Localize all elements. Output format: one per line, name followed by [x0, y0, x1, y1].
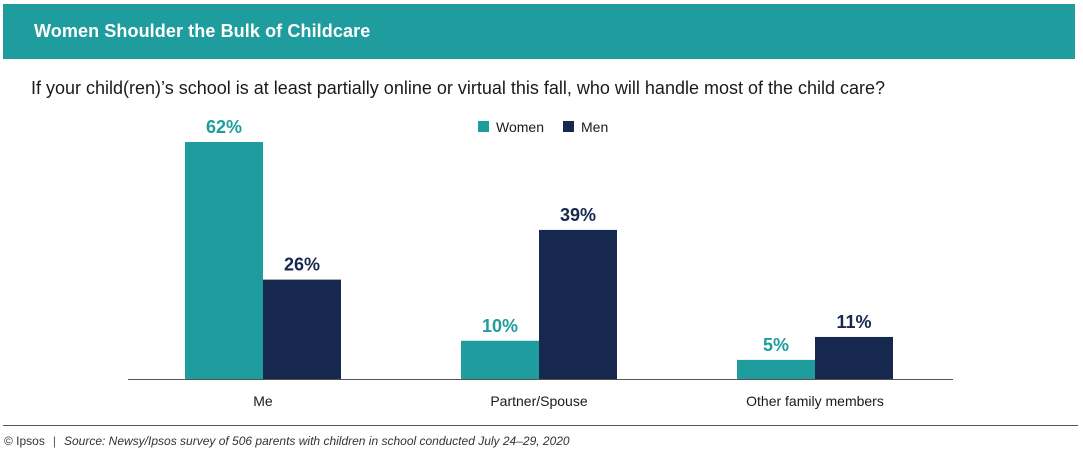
bar-men-1	[263, 279, 341, 379]
category-label-3: Other family members	[746, 393, 884, 409]
legend-label-men: Men	[581, 119, 608, 135]
legend-swatch-women	[478, 121, 489, 132]
title-bar: Women Shoulder the Bulk of Childcare	[3, 4, 1075, 59]
bar-label-men-2: 39%	[560, 205, 596, 225]
bar-men-2	[539, 229, 617, 379]
category-label-1: Me	[253, 393, 273, 409]
legend-label-women: Women	[496, 119, 544, 135]
legend-swatch-men	[563, 121, 574, 132]
footer: © Ipsos | Source: Newsy/Ipsos survey of 50…	[4, 434, 570, 448]
category-label-2: Partner/Spouse	[490, 393, 587, 409]
bar-women-2	[461, 340, 539, 379]
bar-chart: 62% 26% Me 10% 39% Partner/Spouse 5% 11% Other f…	[128, 117, 953, 409]
chart-title: Women Shoulder the Bulk of Childcare	[34, 21, 371, 41]
bar-label-men-3: 11%	[836, 312, 871, 332]
bar-women-3	[737, 359, 815, 379]
bar-label-women-3: 5%	[763, 335, 789, 355]
bar-men-3	[815, 336, 893, 379]
bar-label-women-2: 10%	[482, 316, 518, 336]
footer-separator: |	[52, 434, 56, 448]
source-note: Source: Newsy/Ipsos survey of 506 parent…	[63, 434, 570, 448]
survey-question: If your child(ren)’s school is at least …	[31, 78, 886, 98]
copyright-text: © Ipsos	[4, 434, 45, 448]
footer-divider	[3, 425, 1078, 426]
bar-label-women-1: 62%	[206, 117, 242, 137]
bar-label-men-1: 26%	[284, 255, 320, 275]
bar-women-1	[185, 142, 263, 379]
